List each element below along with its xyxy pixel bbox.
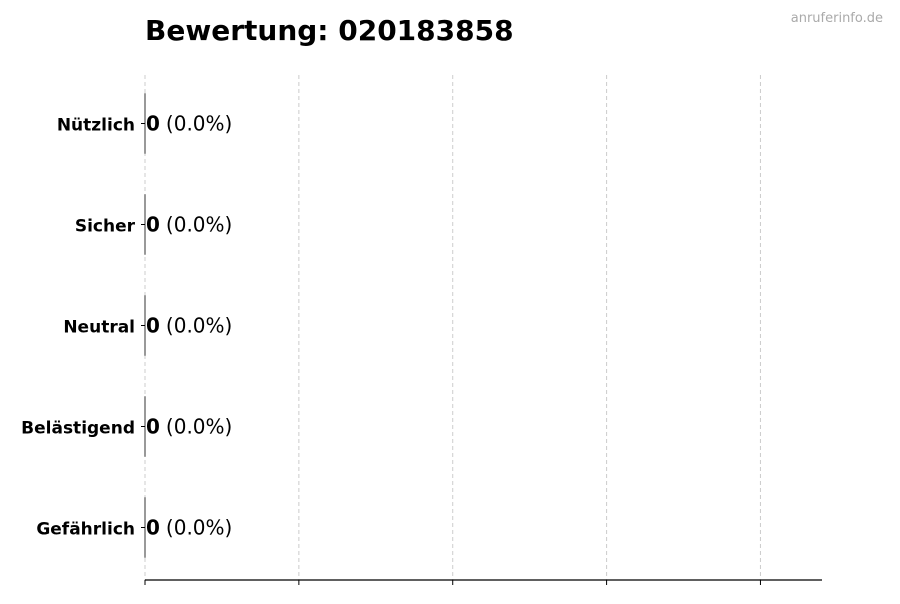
data-label-count: 0 xyxy=(146,415,160,439)
data-label: 0 (0.0%) xyxy=(146,213,232,237)
chart-title: Bewertung: 020183858 xyxy=(145,14,514,47)
y-tick-labels: Nützlich Sicher Neutral Belästigend Gefährli… xyxy=(21,116,145,540)
y-tick-label: Nützlich xyxy=(57,116,135,136)
data-label-count: 0 xyxy=(146,314,160,338)
data-label-count: 0 xyxy=(146,112,160,136)
data-label: 0 (0.0%) xyxy=(146,516,232,540)
data-label-percent: (0.0%) xyxy=(166,415,232,439)
y-tick-label: Gefährlich xyxy=(36,520,135,540)
y-tick-label: Neutral xyxy=(63,318,135,338)
y-tick-label: Sicher xyxy=(75,217,136,237)
data-label-count: 0 xyxy=(146,213,160,237)
x-ticks xyxy=(144,580,761,585)
data-label-count: 0 xyxy=(146,516,160,540)
data-label: 0 (0.0%) xyxy=(146,314,232,338)
data-label-percent: (0.0%) xyxy=(166,213,232,237)
grid-lines xyxy=(144,75,761,580)
data-label-percent: (0.0%) xyxy=(166,314,232,338)
data-label: 0 (0.0%) xyxy=(146,415,232,439)
data-label-percent: (0.0%) xyxy=(166,516,232,540)
data-label: 0 (0.0%) xyxy=(146,112,232,136)
watermark: anruferinfo.de xyxy=(791,11,883,26)
data-labels: 0 (0.0%)0 (0.0%)0 (0.0%)0 (0.0%)0 (0.0%) xyxy=(146,112,232,540)
data-label-percent: (0.0%) xyxy=(166,112,232,136)
y-tick-label: Belästigend xyxy=(21,419,135,439)
